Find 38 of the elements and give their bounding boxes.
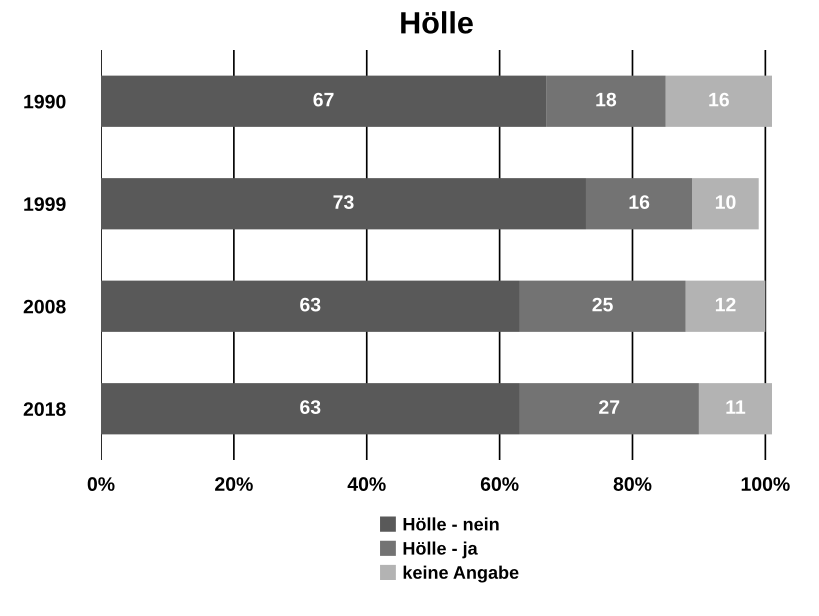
data-label: 63 <box>300 298 320 312</box>
data-label: 16 <box>630 195 650 209</box>
y-tick-label: 2008 <box>24 300 66 314</box>
y-tick-label: 1999 <box>24 197 66 211</box>
data-label: 11 <box>726 400 746 414</box>
data-label: 16 <box>709 92 729 106</box>
chart-title: Hölle <box>401 11 473 34</box>
data-label: 27 <box>599 400 620 414</box>
bar <box>546 76 666 127</box>
bar <box>698 383 772 434</box>
bar <box>692 178 759 230</box>
bar <box>520 280 686 332</box>
data-label: 25 <box>592 298 613 312</box>
bar <box>101 383 520 434</box>
legend-label: Hölle - nein <box>404 517 499 531</box>
bar <box>586 178 692 230</box>
data-label: 12 <box>716 298 736 312</box>
bar <box>686 280 766 332</box>
y-tick-label: 2018 <box>24 402 66 416</box>
bar <box>101 76 546 127</box>
data-label: 67 <box>313 92 334 106</box>
legend-label: keine Angabe <box>404 566 518 583</box>
x-tick-label: 80% <box>614 477 652 491</box>
x-tick-label: 40% <box>348 477 386 491</box>
data-label: 63 <box>300 400 320 414</box>
legend-label: Hölle - ja <box>404 541 478 558</box>
data-label: 73 <box>334 195 354 209</box>
y-tick-label: 1990 <box>24 94 66 108</box>
x-tick-label: 20% <box>215 477 253 491</box>
data-label: 18 <box>596 92 616 106</box>
x-tick-label: 60% <box>480 477 519 491</box>
bar <box>520 383 699 434</box>
bar <box>101 178 586 230</box>
bar <box>666 76 772 127</box>
x-tick-label: 0% <box>88 477 115 491</box>
x-tick-label: 100% <box>742 477 790 491</box>
bar <box>101 280 520 332</box>
data-label: 10 <box>716 195 736 209</box>
